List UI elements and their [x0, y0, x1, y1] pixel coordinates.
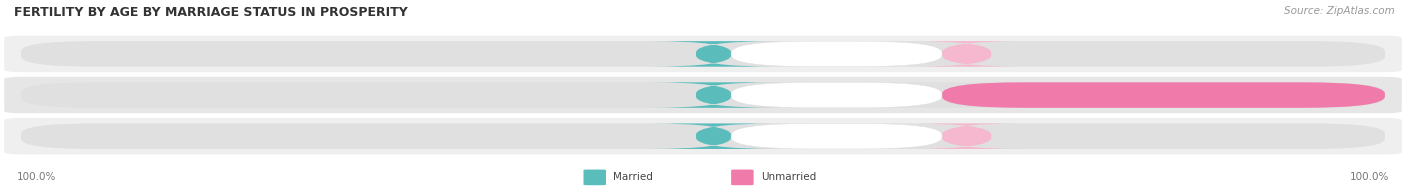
Text: Married: Married — [613, 172, 652, 182]
Text: 100.0%: 100.0% — [1350, 172, 1389, 182]
Text: 100.0%: 100.0% — [1336, 90, 1376, 100]
Text: 0.0%: 0.0% — [664, 49, 688, 59]
Text: 15 to 19 years: 15 to 19 years — [799, 49, 875, 59]
Text: FERTILITY BY AGE BY MARRIAGE STATUS IN PROSPERITY: FERTILITY BY AGE BY MARRIAGE STATUS IN P… — [14, 6, 408, 19]
Text: 0.0%: 0.0% — [664, 90, 688, 100]
Text: 20 to 34 years: 20 to 34 years — [799, 90, 875, 100]
Text: Unmarried: Unmarried — [761, 172, 815, 182]
Text: Source: ZipAtlas.com: Source: ZipAtlas.com — [1284, 6, 1395, 16]
Text: 100.0%: 100.0% — [17, 172, 56, 182]
Text: 35 to 50 years: 35 to 50 years — [799, 131, 875, 141]
Text: 0.0%: 0.0% — [1000, 49, 1024, 59]
Text: 0.0%: 0.0% — [664, 131, 688, 141]
Text: 0.0%: 0.0% — [1000, 131, 1024, 141]
